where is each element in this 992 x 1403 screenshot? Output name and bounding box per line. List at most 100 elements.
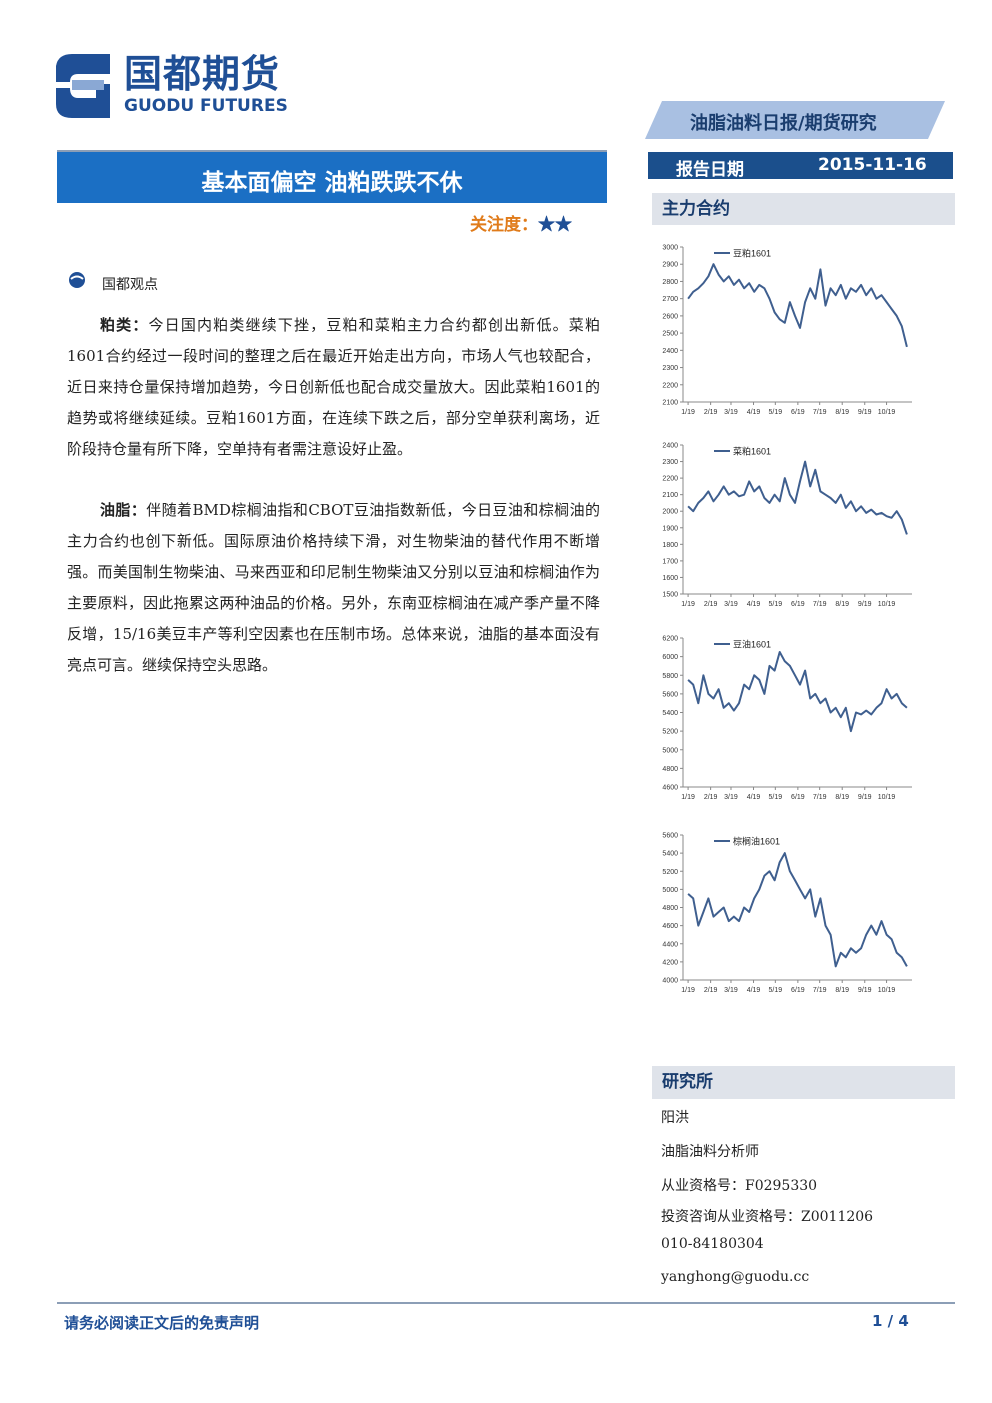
x-tick-label: 1/19 xyxy=(681,601,695,608)
date-label: 报告日期 xyxy=(676,160,744,180)
x-tick-label: 3/19 xyxy=(724,601,738,608)
y-tick-label: 2400 xyxy=(662,443,678,450)
paragraph: 油脂：伴随着BMD棕榈油指和CBOT豆油指数新低，今日豆油和棕榈油的主力合约也创… xyxy=(67,495,600,681)
y-tick-label: 4800 xyxy=(662,766,678,773)
viewpoint-icon xyxy=(69,272,85,288)
x-tick-label: 5/19 xyxy=(769,794,783,801)
x-tick-label: 4/19 xyxy=(747,409,761,416)
y-tick-label: 2600 xyxy=(662,313,678,320)
y-tick-label: 2100 xyxy=(662,400,678,407)
y-tick-label: 5800 xyxy=(662,673,678,680)
y-tick-label: 1500 xyxy=(662,592,678,599)
y-tick-label: 4400 xyxy=(662,941,678,948)
y-tick-label: 2900 xyxy=(662,262,678,269)
y-tick-label: 5600 xyxy=(662,833,678,840)
y-tick-label: 5200 xyxy=(662,869,678,876)
y-tick-label: 5400 xyxy=(662,851,678,858)
x-tick-label: 3/19 xyxy=(724,987,738,994)
research-heading: 研究所 xyxy=(652,1066,955,1099)
y-tick-label: 4000 xyxy=(662,978,678,985)
y-tick-label: 2400 xyxy=(662,348,678,355)
research-line: yanghong@guodu.cc xyxy=(661,1269,810,1285)
legend-label: 棕榈油1601 xyxy=(733,836,780,847)
y-tick-label: 6000 xyxy=(662,654,678,661)
legend-label: 菜粕1601 xyxy=(733,446,771,457)
x-tick-label: 9/19 xyxy=(858,409,872,416)
x-tick-label: 6/19 xyxy=(791,601,805,608)
logo-mark xyxy=(56,54,110,118)
attention-stars: ★★ xyxy=(538,215,572,235)
y-tick-label: 2200 xyxy=(662,476,678,483)
x-tick-label: 10/19 xyxy=(878,794,896,801)
y-tick-label: 2100 xyxy=(662,492,678,499)
x-tick-label: 10/19 xyxy=(878,987,896,994)
y-tick-label: 1600 xyxy=(662,575,678,582)
x-tick-label: 1/19 xyxy=(681,409,695,416)
y-tick-label: 2300 xyxy=(662,365,678,372)
x-tick-label: 6/19 xyxy=(791,987,805,994)
x-tick-label: 9/19 xyxy=(858,601,872,608)
x-tick-label: 9/19 xyxy=(858,794,872,801)
date-value: 2015-11-16 xyxy=(818,155,927,175)
x-tick-label: 2/19 xyxy=(704,409,718,416)
logo-cn: 国都期货 xyxy=(124,52,281,96)
x-tick-label: 6/19 xyxy=(791,794,805,801)
research-line: 阳洪 xyxy=(661,1110,689,1126)
x-tick-label: 1/19 xyxy=(681,794,695,801)
x-tick-label: 8/19 xyxy=(835,794,849,801)
x-tick-label: 9/19 xyxy=(858,987,872,994)
series-line xyxy=(687,263,908,348)
legend-label: 豆油1601 xyxy=(733,639,771,650)
page-number: 1 / 4 xyxy=(872,1312,909,1330)
y-tick-label: 5200 xyxy=(662,729,678,736)
research-line: 油脂油料分析师 xyxy=(661,1144,759,1160)
y-tick-label: 2500 xyxy=(662,331,678,338)
x-tick-label: 6/19 xyxy=(791,409,805,416)
report-title: 基本面偏空 油粕跌跌不休 xyxy=(201,169,463,196)
x-tick-label: 10/19 xyxy=(878,409,896,416)
disclaimer: 请务必阅读正文后的免责声明 xyxy=(64,1314,260,1332)
series-line xyxy=(687,651,908,733)
research-line: 投资咨询从业资格号：Z0011206 xyxy=(661,1209,874,1225)
y-tick-label: 4800 xyxy=(662,905,678,912)
paragraph: 粕类：今日国内粕类继续下挫，豆粕和菜粕主力合约都创出新低。菜粕1601合约经过一… xyxy=(67,310,600,465)
x-tick-label: 7/19 xyxy=(813,601,827,608)
x-tick-label: 5/19 xyxy=(769,987,783,994)
y-tick-label: 2200 xyxy=(662,382,678,389)
y-tick-label: 5000 xyxy=(662,747,678,754)
x-tick-label: 8/19 xyxy=(835,409,849,416)
date-bar xyxy=(648,152,953,179)
banner-text: 油脂油料日报/期货研究 xyxy=(690,113,877,134)
paragraph-text: 伴随着BMD棕榈油指和CBOT豆油指数新低，今日豆油和棕榈油的主力合约也创下新低… xyxy=(67,501,600,674)
y-tick-label: 3000 xyxy=(662,245,678,252)
y-tick-label: 4600 xyxy=(662,923,678,930)
x-tick-label: 2/19 xyxy=(704,601,718,608)
x-tick-label: 7/19 xyxy=(813,794,827,801)
attention: 关注度：★★ xyxy=(470,210,572,235)
paragraph-text: 今日国内粕类继续下挫，豆粕和菜粕主力合约都创出新低。菜粕1601合约经过一段时间… xyxy=(67,316,600,458)
y-tick-label: 1700 xyxy=(662,558,678,565)
paragraph-label: 粕类： xyxy=(100,316,149,334)
logo-en: GUODU FUTURES xyxy=(124,96,288,116)
section-title: 主力合约 xyxy=(652,193,955,225)
y-tick-label: 1800 xyxy=(662,542,678,549)
x-tick-label: 7/19 xyxy=(813,987,827,994)
paragraph-label: 油脂： xyxy=(100,501,147,519)
x-tick-label: 7/19 xyxy=(813,409,827,416)
series-line xyxy=(687,852,908,968)
banner-bg xyxy=(645,101,945,139)
x-tick-label: 8/19 xyxy=(835,987,849,994)
attention-label: 关注度： xyxy=(470,215,538,235)
x-tick-label: 4/19 xyxy=(747,794,761,801)
x-tick-label: 2/19 xyxy=(704,987,718,994)
x-tick-label: 5/19 xyxy=(769,409,783,416)
y-tick-label: 2000 xyxy=(662,509,678,516)
series-line xyxy=(687,460,908,535)
x-tick-label: 4/19 xyxy=(747,987,761,994)
x-tick-label: 4/19 xyxy=(747,601,761,608)
x-tick-label: 10/19 xyxy=(878,601,896,608)
y-tick-label: 2300 xyxy=(662,459,678,466)
x-tick-label: 2/19 xyxy=(704,794,718,801)
